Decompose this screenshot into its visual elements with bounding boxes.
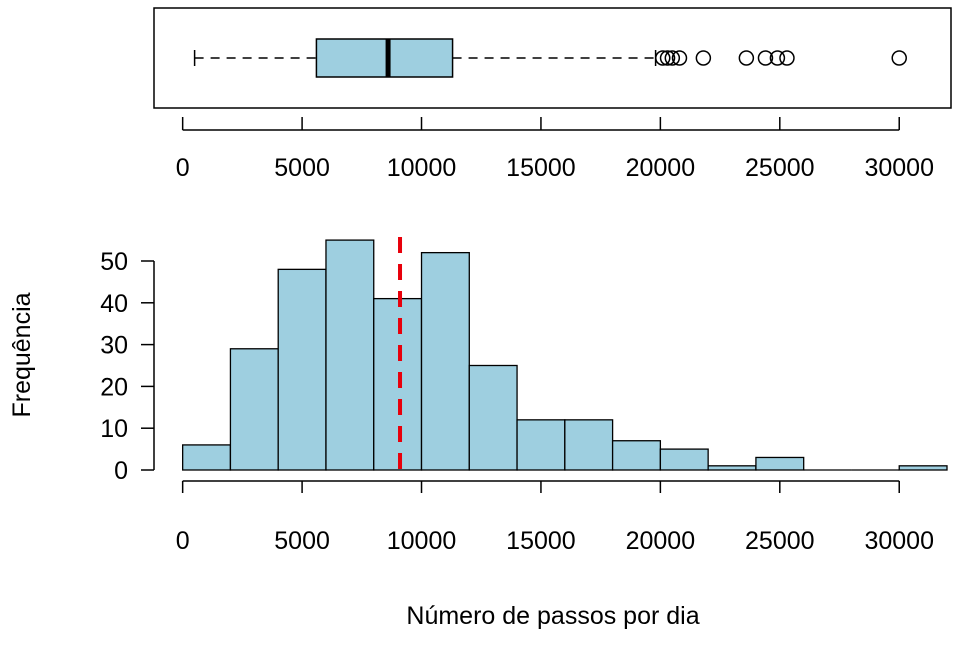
histogram-x-tick-label: 30000: [864, 527, 934, 555]
outlier-point: [757, 50, 774, 66]
boxplot-x-tick-label: 30000: [864, 154, 934, 182]
boxplot-x-tick-label: 15000: [506, 154, 576, 182]
histogram-x-tick-label: 5000: [274, 527, 330, 555]
outlier-point: [769, 50, 786, 66]
x-axis-title: Número de passos por dia: [406, 602, 699, 630]
histogram-bars: [182, 239, 948, 471]
histogram-bar: [516, 419, 566, 471]
histogram-bar: [229, 348, 279, 471]
histogram-y-axis: 0 10 20 30 40 50: [100, 248, 155, 485]
outlier-point: [695, 50, 712, 66]
histogram-bar: [468, 364, 518, 471]
histogram-bar: [373, 297, 423, 471]
iqr-box: [315, 38, 454, 78]
outlier-point: [655, 50, 671, 66]
histogram-x-axis: 0 5000 10000 15000 20000 25000 30000: [176, 480, 934, 555]
histogram-x-tick-label: 15000: [506, 527, 576, 555]
boxplot-x-tick-label: 20000: [626, 154, 696, 182]
histogram-y-tick-label: 20: [100, 373, 128, 401]
outlier-point: [664, 50, 681, 66]
histogram-y-tick-label: 0: [114, 457, 128, 485]
histogram-y-tick-label: 10: [100, 415, 128, 443]
y-axis-title: Frequência: [8, 292, 36, 417]
histogram-x-tick-label: 0: [176, 527, 190, 555]
boxplot-marks: [193, 38, 907, 78]
histogram-bar: [564, 419, 614, 471]
outlier-point: [659, 50, 676, 66]
boxplot-x-tick-label: 10000: [387, 154, 457, 182]
outlier-point: [738, 50, 755, 66]
histogram-bar: [755, 456, 805, 471]
histogram-bar: [898, 465, 948, 471]
histogram-bar: [611, 440, 662, 471]
boxplot-x-axis: 0 5000 10000 15000 20000 25000 30000: [176, 117, 934, 182]
histogram-y-tick-label: 30: [100, 332, 128, 360]
histogram-bar: [707, 465, 757, 471]
histogram-bar: [277, 268, 327, 471]
boxplot-x-tick-label: 5000: [274, 154, 330, 182]
histogram-bar: [659, 448, 709, 471]
histogram-y-tick-label: 50: [100, 248, 128, 276]
histogram-panel: 0 5000 10000 15000 20000 25000 30000 0 10 20 30 40…: [8, 237, 948, 630]
outlier-point: [671, 50, 688, 66]
boxplot-frame: [153, 7, 952, 109]
outlier-point: [779, 50, 795, 66]
histogram-bar: [325, 239, 375, 471]
histogram-x-tick-label: 10000: [387, 527, 457, 555]
histogram-bar: [420, 251, 470, 471]
histogram-x-tick-label: 25000: [745, 527, 815, 555]
histogram-y-tick-label: 40: [100, 290, 128, 318]
histogram-x-tick-label: 20000: [626, 527, 696, 555]
boxplot-x-tick-label: 25000: [745, 154, 815, 182]
histogram-bar: [182, 444, 232, 471]
outlier-point: [891, 50, 907, 66]
boxplot-x-tick-label: 0: [176, 154, 190, 182]
boxplot-panel: 0 5000 10000 15000 20000 25000 30000: [153, 7, 952, 182]
